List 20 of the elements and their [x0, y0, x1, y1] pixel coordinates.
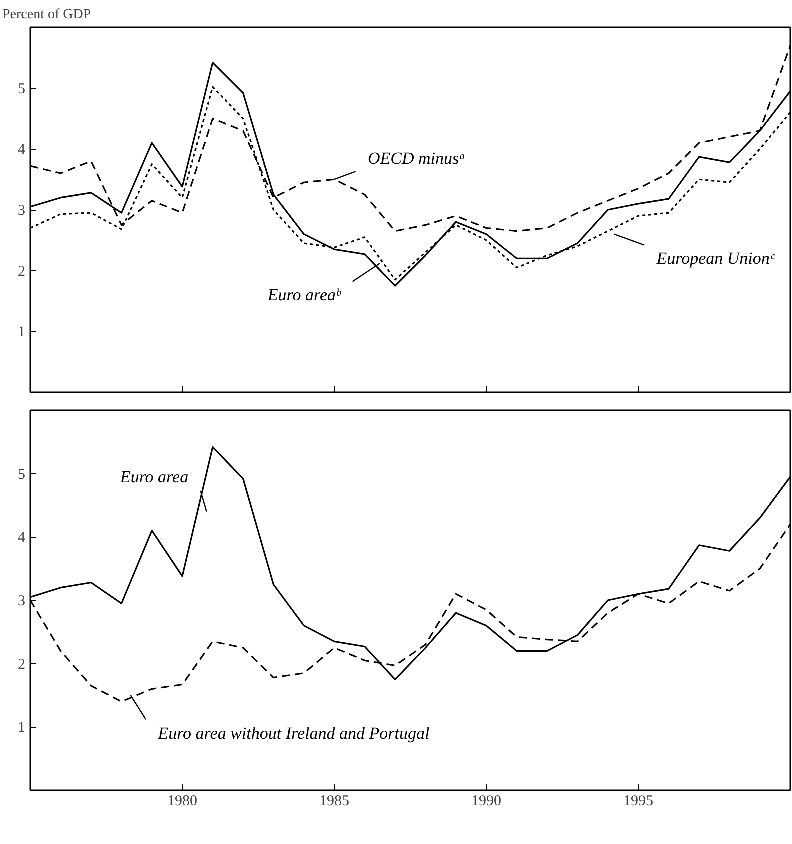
- text: Euro area without Ireland and Portugal: [157, 724, 430, 743]
- x-tick-label: 1995: [624, 794, 654, 810]
- y-tick-label: 1: [18, 720, 26, 736]
- text: European Unionᶜ: [656, 249, 776, 268]
- y-tick-label: 1: [18, 324, 26, 341]
- y-tick-label: 5: [18, 81, 26, 98]
- y-tick-label: 4: [18, 530, 26, 546]
- x-tick-label: 1990: [472, 794, 502, 810]
- text: Euro areaᵇ: [266, 286, 342, 305]
- y-tick-label: 3: [18, 594, 26, 610]
- y-tick-label: 3: [18, 203, 26, 219]
- x-tick-label: 1985: [320, 794, 350, 810]
- y-axis-title: Percent of GDP: [2, 8, 92, 22]
- y-tick-label: 4: [18, 142, 26, 158]
- y-tick-label: 2: [18, 656, 26, 673]
- y-tick-label: 2: [18, 264, 26, 280]
- series-label: Euro area: [119, 468, 189, 486]
- y-tick-label: 5: [18, 466, 26, 483]
- series-label: OECD minusᵃ: [368, 148, 466, 168]
- x-tick-label: 1980: [168, 794, 198, 810]
